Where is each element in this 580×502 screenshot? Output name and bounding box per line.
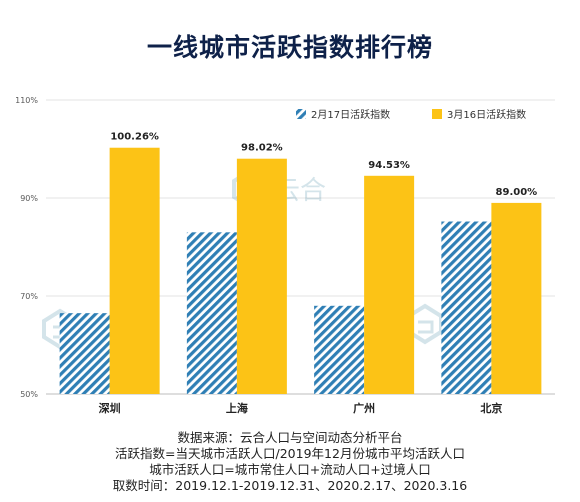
x-category-label: 上海 [226,401,248,415]
bar-chart: 50%70%90%110% 云合云合云合 100.26%深圳98.02%上海94… [15,96,555,415]
bar-mar16 [109,147,160,394]
footer-line-source: 数据来源：云合人口与空间动态分析平台 [177,430,403,445]
data-label: 89.00% [496,187,538,198]
legend-label: 3月16日活跃指数 [447,108,526,121]
chart-title: 一线城市活跃指数排行榜 [146,33,433,62]
data-label: 100.26% [110,132,159,143]
bar-feb17 [59,313,110,394]
y-tick-label: 110% [15,96,38,105]
legend-swatch [432,109,442,119]
legend-swatch [296,109,306,119]
footer-notes: 数据来源：云合人口与空间动态分析平台 活跃指数=当天城市活跃人口/2019年12… [0,430,580,494]
bar-feb17 [186,232,237,394]
bar-mar16 [491,202,542,394]
bar-mar16 [364,175,415,394]
legend-label: 2月17日活跃指数 [311,108,390,121]
x-category-label: 北京 [480,401,502,415]
y-tick-label: 90% [20,194,38,203]
y-tick-label: 50% [20,390,38,399]
data-label: 98.02% [241,143,283,154]
footer-line-date-range: 取数时间：2019.12.1-2019.12.31、2020.2.17、2020… [112,478,468,493]
data-label: 94.53% [368,160,410,171]
bar-feb17 [441,221,492,394]
y-tick-label: 70% [20,292,38,301]
x-category-label: 广州 [353,401,375,415]
footer-line-population-definition: 城市活跃人口=城市常住人口+流动人口+过境人口 [149,462,431,477]
bar-feb17 [314,305,365,394]
bar-mar16 [236,158,287,394]
footer-line-index-definition: 活跃指数=当天城市活跃人口/2019年12月份城市平均活跃人口 [115,446,465,461]
x-category-label: 深圳 [99,401,121,415]
